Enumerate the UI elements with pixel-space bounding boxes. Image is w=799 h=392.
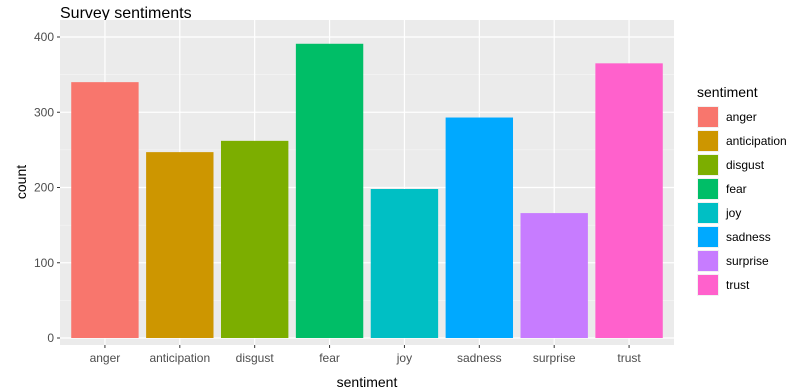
x-tick-label-joy: joy xyxy=(396,351,412,365)
legend-swatch-anger xyxy=(698,107,718,127)
legend-label-anticipation: anticipation xyxy=(726,134,787,148)
x-tick-label-disgust: disgust xyxy=(236,351,275,365)
bar-sadness xyxy=(445,117,514,338)
x-tick-label-surprise: surprise xyxy=(533,351,576,365)
y-tick-label: 0 xyxy=(47,331,54,345)
x-axis: anger anticipation disgust fear joy sadness su… xyxy=(90,345,641,365)
x-tick-label-sadness: sadness xyxy=(457,351,502,365)
legend-swatch-trust xyxy=(698,275,718,295)
bars-layer xyxy=(71,43,663,339)
x-tick-label-anticipation: anticipation xyxy=(149,351,210,365)
y-tick-label: 100 xyxy=(34,256,54,270)
legend-title: sentiment xyxy=(697,84,758,100)
legend-swatch-joy xyxy=(698,203,718,223)
x-tick-label-trust: trust xyxy=(617,351,641,365)
bar-surprise xyxy=(520,213,588,338)
y-tick-label: 400 xyxy=(34,30,54,44)
bar-anger xyxy=(71,82,139,339)
legend-label-surprise: surprise xyxy=(726,254,769,268)
legend-label-anger: anger xyxy=(726,110,757,124)
x-tick-label-fear: fear xyxy=(319,351,340,365)
chart-title: Survey sentiments xyxy=(60,5,192,22)
bar-disgust xyxy=(220,140,289,338)
legend-label-joy: joy xyxy=(725,206,741,220)
legend-swatch-surprise xyxy=(698,251,718,271)
legend-swatch-fear xyxy=(698,179,718,199)
legend-label-sadness: sadness xyxy=(726,230,771,244)
legend: sentiment anger anticipation disgust fear jo… xyxy=(697,84,787,296)
bar-anticipation xyxy=(146,152,214,338)
legend-swatch-sadness xyxy=(698,227,718,247)
y-axis: 0 100 200 300 400 xyxy=(34,30,60,345)
x-axis-title: sentiment xyxy=(337,374,398,390)
x-tick-label-anger: anger xyxy=(90,351,121,365)
legend-swatch-disgust xyxy=(698,155,718,175)
legend-swatch-anticipation xyxy=(698,131,718,151)
legend-label-disgust: disgust xyxy=(726,158,765,172)
y-axis-title: count xyxy=(13,165,29,199)
y-tick-label: 300 xyxy=(34,105,54,119)
bar-joy xyxy=(370,189,439,338)
legend-label-fear: fear xyxy=(726,182,747,196)
legend-label-trust: trust xyxy=(726,278,750,292)
bar-trust xyxy=(595,63,663,339)
y-tick-label: 200 xyxy=(34,181,54,195)
legend-items: anger anticipation disgust fear joy sadness su… xyxy=(697,106,787,296)
bar-fear xyxy=(295,43,364,339)
